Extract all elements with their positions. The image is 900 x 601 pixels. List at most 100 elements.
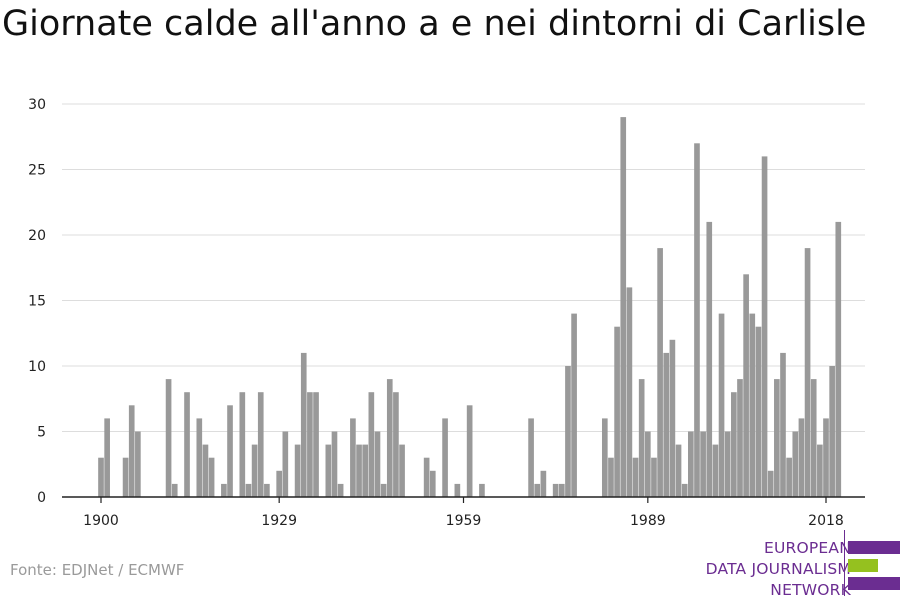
bar-1923	[239, 392, 246, 497]
bar-2003	[731, 392, 737, 497]
bar-1906	[135, 431, 141, 497]
bar-1932	[294, 444, 301, 497]
bar-2009	[767, 470, 774, 497]
bar-1937	[325, 444, 332, 497]
bar-1962	[479, 483, 485, 497]
bar-1953	[423, 457, 430, 497]
bar-2012	[786, 457, 792, 497]
y-tick-label: 30	[28, 97, 46, 113]
bar-1984	[614, 326, 620, 497]
bar-2002	[724, 431, 731, 497]
bar-1925	[251, 444, 258, 497]
bar-1960	[466, 405, 473, 497]
bar-1994	[675, 444, 682, 497]
bar-2020	[835, 221, 842, 497]
x-tick-label: 1929	[261, 513, 297, 529]
bar-1934	[307, 392, 313, 497]
y-axis-ticks: 0 5 10 15 20 25 30	[28, 97, 46, 506]
x-tick-label: 2018	[808, 513, 844, 529]
bar-1956	[442, 418, 448, 497]
x-tick-label: 1959	[446, 513, 482, 529]
bar-1921	[227, 405, 233, 497]
bar-2014	[798, 418, 805, 497]
y-tick-label: 10	[28, 359, 46, 375]
bar-1958	[454, 483, 461, 497]
logo-line-3: NETWORK	[770, 581, 851, 599]
y-tick-label: 5	[37, 425, 46, 441]
bar-1987	[632, 457, 639, 497]
bar-2015	[804, 248, 811, 497]
bar-2006	[749, 313, 756, 497]
logo-line-2: DATA JOURNALISM	[705, 560, 851, 578]
x-tick-label: 1989	[630, 513, 666, 529]
bar-1990	[651, 457, 657, 497]
bar-1947	[386, 379, 393, 497]
source-note: Fonte: EDJNet / ECMWF	[10, 561, 185, 579]
logo-line-1: EUROPEAN	[763, 539, 851, 557]
bar-1929	[276, 470, 283, 497]
y-tick-label: 20	[28, 228, 46, 244]
bar-1996	[688, 431, 694, 497]
bar-1924	[245, 483, 252, 497]
bar-1917	[202, 444, 209, 497]
bar-1975	[558, 483, 565, 497]
bar-2004	[737, 379, 743, 497]
bar-2000	[712, 444, 719, 497]
bar-1993	[669, 339, 676, 497]
edjnet-logo: EUROPEAN DATA JOURNALISM NETWORK	[705, 530, 900, 599]
bar-2019	[829, 366, 835, 497]
bar-1943	[362, 444, 369, 497]
bar-2005	[743, 274, 749, 497]
bar-1914	[184, 392, 190, 497]
bar-1977	[571, 313, 577, 497]
bar-1998	[700, 431, 706, 497]
bar-1982	[601, 418, 608, 497]
bar-1912	[171, 483, 178, 497]
bar-1948	[393, 392, 399, 497]
bar-1945	[374, 431, 381, 497]
logo-bar-top	[848, 541, 900, 554]
logo-divider	[844, 530, 845, 596]
bar-1995	[681, 483, 688, 497]
x-tick-label: 1900	[83, 513, 119, 529]
bar-2017	[817, 444, 823, 497]
bar-1954	[429, 470, 436, 497]
logo-text: EUROPEAN DATA JOURNALISM NETWORK	[706, 538, 851, 601]
bar-2013	[792, 431, 799, 497]
bar-2001	[718, 313, 725, 497]
bar-1974	[552, 483, 559, 497]
bar-1989	[644, 431, 651, 497]
bar-2010	[774, 379, 780, 497]
bar-1986	[626, 287, 633, 497]
bar-2008	[761, 156, 768, 497]
bar-1983	[608, 457, 614, 497]
bar-1938	[331, 431, 338, 497]
bar-2007	[755, 326, 762, 497]
bar-1900	[98, 457, 104, 497]
bar-1916	[196, 418, 203, 497]
bar-2018	[823, 418, 829, 497]
logo-bar-bottom	[848, 577, 900, 590]
bar-1930	[282, 431, 289, 497]
bar-1972	[540, 470, 547, 497]
bar-1941	[350, 418, 356, 497]
x-axis-ticks: 1900 1929 1959 1989 2018	[83, 497, 844, 529]
bar-1999	[706, 221, 713, 497]
bar-1988	[638, 379, 645, 497]
bars	[98, 117, 842, 498]
bar-1944	[368, 392, 375, 497]
bar-1997	[694, 143, 700, 498]
bar-1942	[356, 444, 362, 497]
gridlines	[62, 103, 865, 432]
bar-1976	[565, 366, 571, 497]
logo-bar-middle	[848, 559, 878, 572]
bar-1971	[534, 483, 541, 497]
bar-1933	[300, 352, 307, 497]
y-tick-label: 25	[28, 163, 46, 179]
bar-1911	[165, 379, 172, 497]
bar-1991	[657, 248, 663, 497]
bar-2016	[810, 379, 817, 497]
bar-1970	[528, 418, 534, 497]
bar-2011	[780, 352, 786, 497]
